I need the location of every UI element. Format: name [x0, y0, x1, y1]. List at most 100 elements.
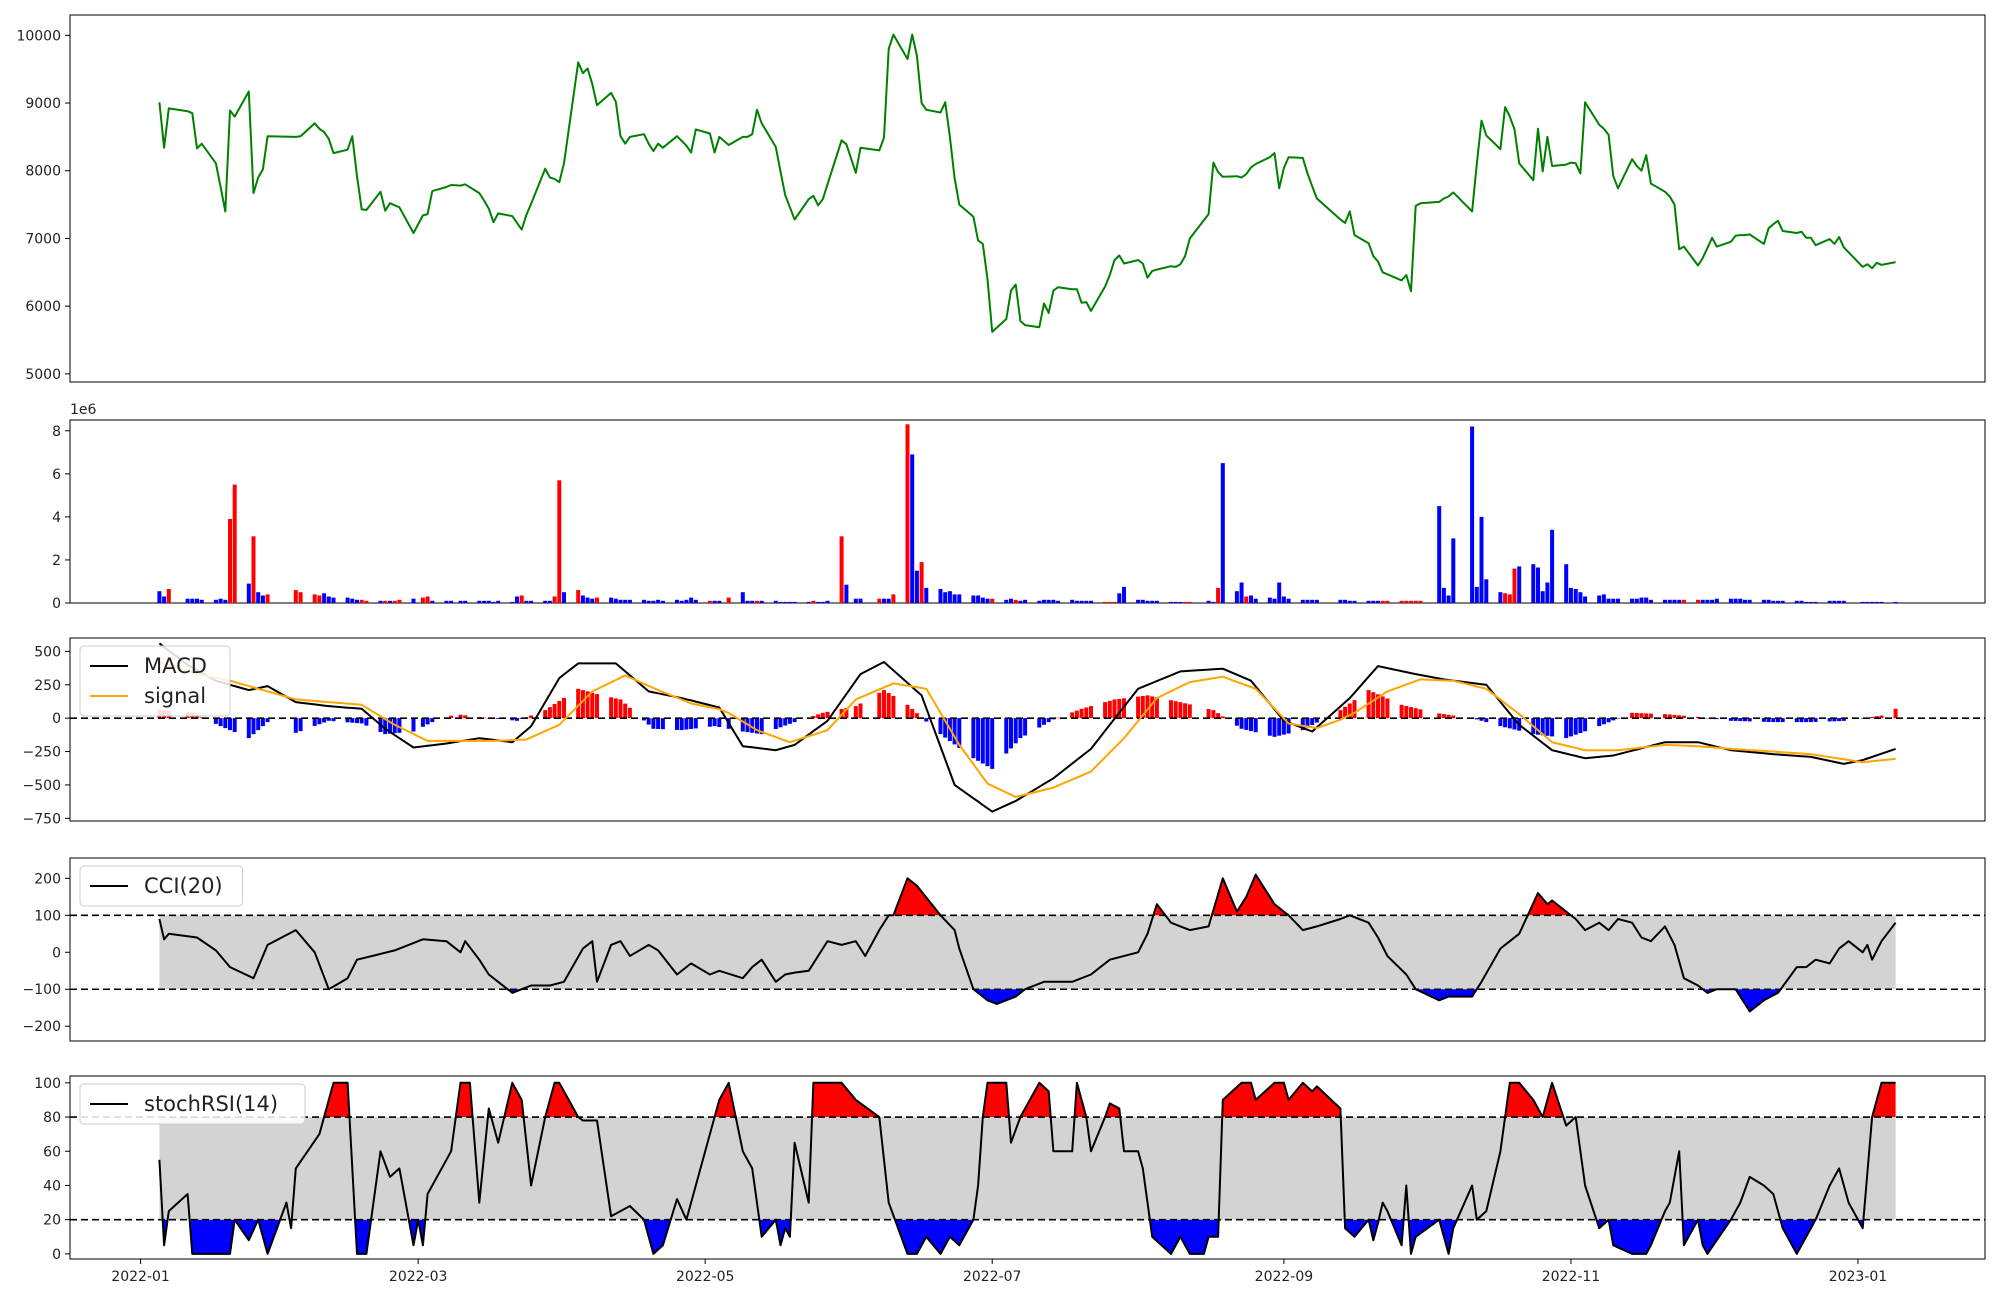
legend-box	[79, 645, 231, 717]
macd-histogram-bar	[1747, 718, 1752, 722]
macd-histogram-bar	[1352, 700, 1357, 719]
y-tick-label: 8	[52, 424, 61, 440]
volume-bar	[1343, 599, 1348, 603]
volume-bar	[717, 600, 722, 603]
macd-histogram-bar	[1780, 718, 1785, 723]
panel-frame	[69, 1075, 1986, 1260]
volume-bar	[1253, 598, 1258, 603]
volume-bar	[1178, 601, 1183, 603]
volume-bar	[1531, 564, 1536, 603]
volume-bar	[1150, 600, 1155, 603]
volume-bar	[689, 597, 694, 603]
macd-histogram-bar	[707, 718, 712, 727]
volume-bar	[1013, 599, 1018, 603]
macd-histogram-bar	[562, 697, 566, 719]
macd-histogram-bar	[322, 718, 327, 723]
volume-bar	[1347, 600, 1352, 603]
macd-histogram-bar	[463, 715, 468, 719]
oversold-fill	[1780, 1219, 1816, 1254]
volume-bar	[496, 600, 501, 603]
macd-histogram-bar	[1277, 718, 1282, 736]
volume-bar	[1644, 597, 1649, 603]
macd-histogram-bar	[886, 693, 891, 719]
volume-bar	[971, 595, 976, 603]
volume-bar	[816, 601, 821, 603]
macd-histogram-bar	[1437, 713, 1442, 719]
macd-histogram-bar	[1728, 718, 1733, 721]
volume-bar	[430, 600, 435, 603]
macd-histogram-bar	[1681, 715, 1686, 719]
macd-histogram-bar	[1578, 718, 1583, 733]
macd-histogram-bar	[1808, 718, 1813, 723]
macd-histogram-bar	[1216, 713, 1221, 719]
macd-histogram-bar	[1117, 698, 1122, 719]
volume-bar	[491, 601, 496, 603]
macd-histogram-bar	[228, 718, 232, 731]
volume-bar	[1117, 593, 1122, 603]
macd-histogram-bar	[1841, 718, 1846, 721]
volume-bar	[1568, 587, 1573, 603]
y-tick-label: −200	[23, 1019, 61, 1035]
overbought-fill	[1527, 893, 1571, 916]
volume-bar	[1380, 600, 1385, 603]
volume-bar	[740, 592, 745, 603]
macd-histogram-bar	[1206, 709, 1211, 719]
volume-bar	[1573, 589, 1578, 603]
volume-bar	[162, 596, 167, 603]
volume-bar	[1578, 592, 1583, 603]
y-tick-label: 7000	[25, 231, 61, 247]
volume-bar	[759, 600, 764, 603]
volume-bar	[1545, 582, 1550, 603]
macd-histogram-bar	[355, 718, 359, 724]
macd-histogram-bar	[1343, 706, 1348, 719]
macd-histogram-bar	[1540, 718, 1545, 736]
macd-histogram-bar	[1136, 696, 1141, 719]
y-tick-label: 6000	[25, 299, 61, 315]
x-tick-label: 2022-11	[1542, 1269, 1601, 1285]
macd-histogram-bar	[1545, 718, 1550, 736]
volume-bar	[458, 600, 463, 603]
macd-histogram-bar	[1347, 703, 1352, 719]
macd-histogram-bar	[773, 718, 778, 729]
macd-histogram-bar	[957, 718, 962, 748]
volume-bar	[1371, 600, 1376, 603]
volume-bar	[265, 594, 270, 603]
y-tick-label: 9000	[25, 96, 61, 112]
volume-bar	[1503, 593, 1508, 603]
y-tick-label: −500	[23, 778, 61, 794]
macd-histogram-bar	[1663, 714, 1667, 719]
overbought-fill	[1020, 1082, 1051, 1117]
volume-bar	[990, 598, 995, 603]
macd-histogram-bar	[232, 718, 237, 733]
volume-bar	[1780, 600, 1785, 603]
volume-bar	[1893, 601, 1898, 603]
volume-bar	[585, 597, 590, 603]
volume-bar	[1140, 599, 1145, 603]
macd-histogram-bar	[891, 696, 896, 719]
macd-histogram-bar	[609, 697, 614, 719]
macd-histogram-bar	[675, 718, 679, 730]
legend-label: CCI(20)	[144, 874, 223, 898]
x-tick-label: 2022-01	[111, 1269, 170, 1285]
macd-histogram-bar	[1536, 718, 1540, 735]
volume-bar	[1277, 582, 1282, 603]
macd-histogram-bar	[1644, 713, 1649, 719]
macd-histogram-bar	[326, 718, 331, 721]
macd-histogram-bar	[1583, 718, 1588, 732]
volume-bar	[745, 600, 750, 603]
macd-histogram-bar	[1827, 718, 1832, 722]
volume-bar	[1630, 598, 1635, 603]
macd-histogram-bar	[1376, 694, 1380, 719]
macd-histogram-bar	[1418, 709, 1423, 719]
volume-bar	[1681, 599, 1686, 603]
volume-bar	[825, 600, 830, 603]
macd-histogram-bar	[585, 691, 590, 719]
macd-histogram-bar	[1879, 715, 1884, 719]
y-tick-label: 5000	[25, 367, 61, 383]
volume-bar	[1667, 599, 1672, 603]
macd-line	[158, 642, 1896, 813]
volume-bar	[623, 599, 628, 603]
macd-histogram-bar	[576, 688, 581, 719]
volume-bar	[947, 591, 952, 603]
macd-histogram-bar	[1013, 718, 1018, 744]
